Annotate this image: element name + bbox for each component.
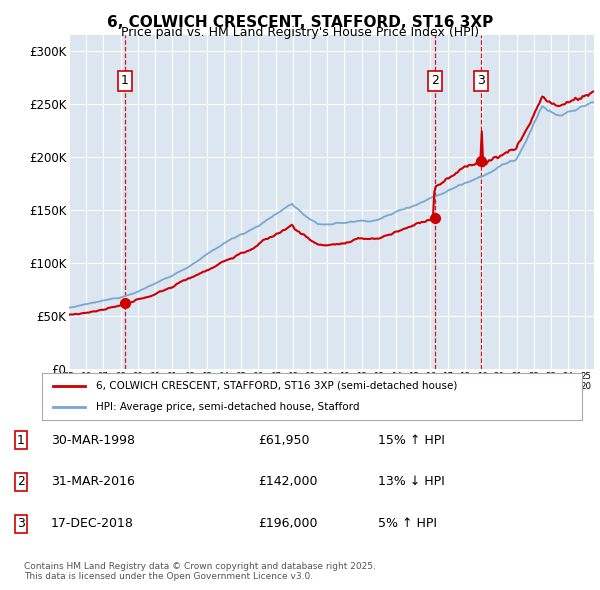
Text: Price paid vs. HM Land Registry's House Price Index (HPI): Price paid vs. HM Land Registry's House … [121, 26, 479, 39]
Text: 6, COLWICH CRESCENT, STAFFORD, ST16 3XP: 6, COLWICH CRESCENT, STAFFORD, ST16 3XP [107, 15, 493, 30]
Text: 17-DEC-2018: 17-DEC-2018 [51, 517, 134, 530]
Text: £142,000: £142,000 [258, 476, 317, 489]
Text: 31-MAR-2016: 31-MAR-2016 [51, 476, 135, 489]
Text: 3: 3 [17, 517, 25, 530]
Text: 6, COLWICH CRESCENT, STAFFORD, ST16 3XP (semi-detached house): 6, COLWICH CRESCENT, STAFFORD, ST16 3XP … [96, 381, 457, 391]
Text: HPI: Average price, semi-detached house, Stafford: HPI: Average price, semi-detached house,… [96, 402, 359, 412]
Text: 2: 2 [17, 476, 25, 489]
Text: Contains HM Land Registry data © Crown copyright and database right 2025.
This d: Contains HM Land Registry data © Crown c… [24, 562, 376, 581]
Text: £61,950: £61,950 [258, 434, 310, 447]
Text: 2: 2 [431, 74, 439, 87]
Text: 3: 3 [478, 74, 485, 87]
Text: £196,000: £196,000 [258, 517, 317, 530]
Text: 5% ↑ HPI: 5% ↑ HPI [378, 517, 437, 530]
Text: 1: 1 [121, 74, 129, 87]
Text: 13% ↓ HPI: 13% ↓ HPI [378, 476, 445, 489]
Text: 15% ↑ HPI: 15% ↑ HPI [378, 434, 445, 447]
Text: 1: 1 [17, 434, 25, 447]
Text: 30-MAR-1998: 30-MAR-1998 [51, 434, 135, 447]
